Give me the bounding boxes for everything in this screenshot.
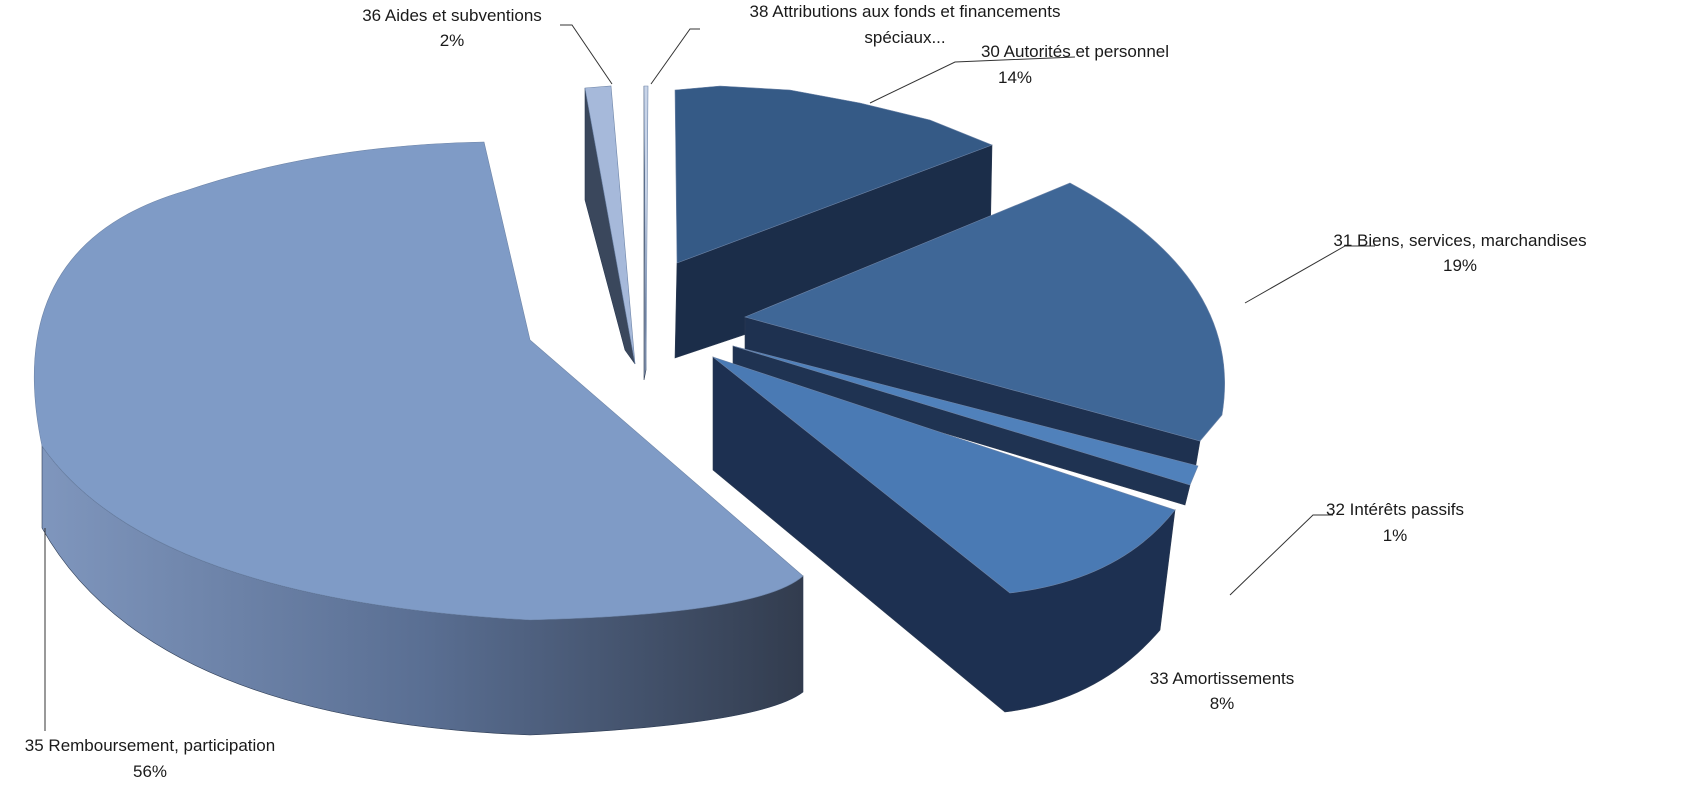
- leader-line: [650, 28, 700, 85]
- pie-slice-top: [732, 345, 1199, 486]
- pie-slice: [732, 345, 1199, 506]
- slice-label: 32 Intérêts passifs 1%: [1229, 500, 1464, 596]
- pie-slice: [584, 85, 636, 365]
- slice-label-name: 38 Attributions aux fonds et financement…: [750, 2, 1061, 21]
- slice-label-name: 35 Remboursement, participation: [25, 736, 275, 755]
- leader-line: [1244, 245, 1375, 304]
- slice-label-value: 56%: [133, 762, 167, 781]
- slice-label-name: 32 Intérêts passifs: [1326, 500, 1464, 519]
- pie-slice-top: [712, 356, 1176, 594]
- pie-slice-top: [643, 85, 649, 371]
- slice-label: 35 Remboursement, participation 56%: [25, 528, 275, 781]
- slice-label-value: 2%: [440, 31, 465, 50]
- slice-label-name: 33 Amortissements: [1150, 669, 1295, 688]
- slice-label-value: spéciaux...: [864, 28, 945, 47]
- pie-slice: [674, 85, 993, 359]
- leader-line: [869, 56, 1076, 104]
- pie-slice: [643, 85, 649, 381]
- pie-slice-top: [744, 182, 1225, 442]
- slice-label: 31 Biens, services, marchandises 19%: [1244, 231, 1587, 304]
- slice-label-value: 19%: [1443, 256, 1477, 275]
- slice-label-value: 8%: [1210, 694, 1235, 713]
- slice-label: 30 Autorités et personnel 14%: [869, 42, 1169, 104]
- leader-line: [560, 24, 613, 85]
- slice-label-name: 31 Biens, services, marchandises: [1333, 231, 1586, 250]
- pie-labels: 30 Autorités et personnel 14% 31 Biens, se…: [25, 2, 1587, 781]
- slice-label-name: 30 Autorités et personnel: [981, 42, 1169, 61]
- pie-slice-top: [674, 85, 993, 264]
- pie-slice: [33, 141, 804, 736]
- slice-label-name: 36 Aides et subventions: [362, 6, 542, 25]
- pie-slice: [744, 182, 1225, 471]
- pie-slice-top: [584, 85, 636, 365]
- slice-label: 33 Amortissements 8%: [1150, 669, 1295, 713]
- leader-line: [1229, 514, 1333, 596]
- pie-slice: [712, 356, 1176, 713]
- pie-slices: [33, 85, 1225, 736]
- pie-slice-top: [33, 141, 804, 621]
- slice-label-value: 1%: [1383, 526, 1408, 545]
- slice-label: 36 Aides et subventions 2%: [362, 6, 613, 85]
- slice-label-value: 14%: [998, 68, 1032, 87]
- slice-label: 38 Attributions aux fonds et financement…: [650, 2, 1061, 85]
